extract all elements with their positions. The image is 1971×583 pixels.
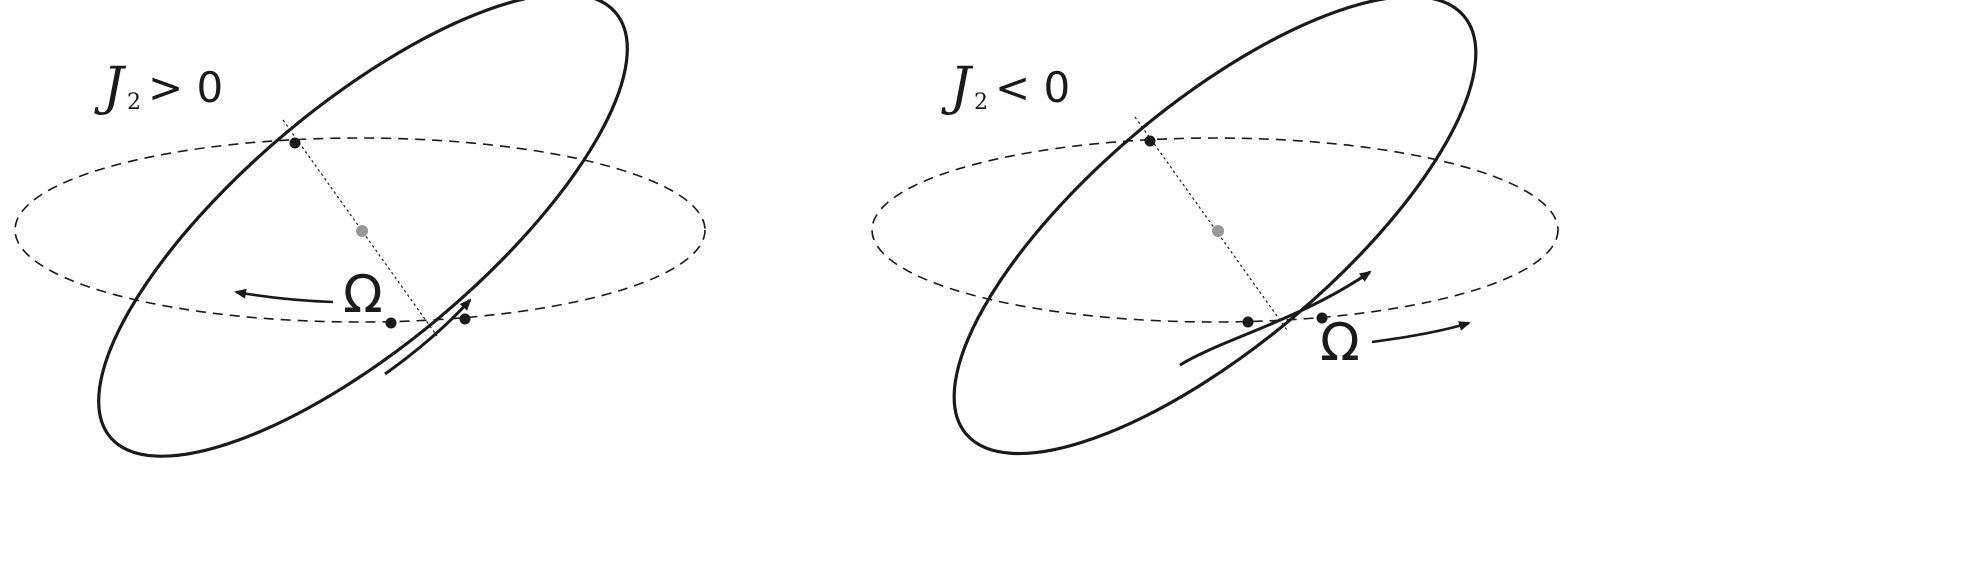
- node-after-precession: [1316, 312, 1328, 324]
- node-axis-line: [1134, 116, 1288, 331]
- central-body-dot: [356, 225, 368, 237]
- precessed-orbit-track: [1179, 270, 1372, 367]
- node-after-precession: [385, 317, 397, 329]
- inclined-orbit-ellipse: [952, 0, 1478, 456]
- panel-right: Ω J 2 < 0: [871, 0, 1559, 456]
- j-relation: > 0: [148, 63, 223, 112]
- reference-plane-ellipse: [871, 137, 1559, 323]
- j2-condition-label: J 2 < 0: [941, 57, 1070, 117]
- node-before-precession: [1242, 316, 1254, 328]
- j-relation: < 0: [995, 63, 1070, 112]
- precessed-orbit-track: [384, 298, 472, 376]
- omega-label: Ω: [343, 265, 383, 325]
- omega-label: Ω: [1320, 313, 1360, 373]
- ascending-node-upper: [289, 137, 301, 149]
- j-symbol: J: [94, 57, 127, 117]
- j-symbol: J: [941, 57, 974, 117]
- j2-condition-label: J 2 > 0: [94, 57, 223, 117]
- reference-plane-ellipse: [14, 137, 706, 323]
- j-subscript: 2: [974, 90, 988, 115]
- inclined-orbit-ellipse: [97, 0, 629, 458]
- ascending-node-upper: [1144, 135, 1156, 147]
- precession-direction-arrow: [234, 288, 334, 304]
- central-body-dot: [1212, 225, 1224, 237]
- node-before-precession: [459, 313, 471, 325]
- j-subscript: 2: [127, 90, 141, 115]
- panel-left: Ω J 2 > 0: [14, 0, 706, 458]
- precession-direction-arrow: [1371, 321, 1471, 344]
